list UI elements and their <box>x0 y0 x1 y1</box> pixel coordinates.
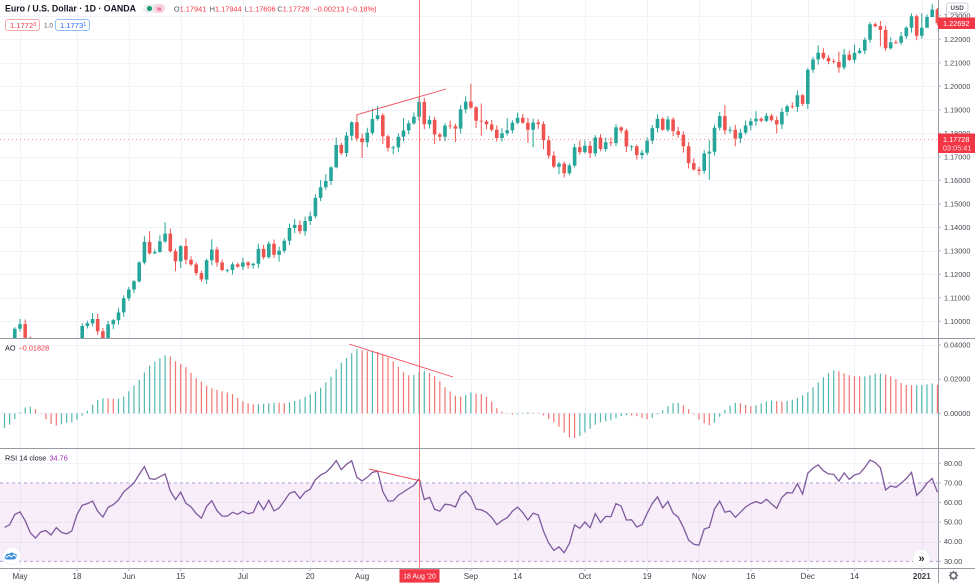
svg-text:H1.17944: H1.17944 <box>210 5 242 14</box>
svg-text:1.22692: 1.22692 <box>943 19 969 28</box>
svg-text:1.23000: 1.23000 <box>944 11 970 20</box>
svg-text:1.14000: 1.14000 <box>944 223 970 232</box>
svg-text:1.20000: 1.20000 <box>944 82 970 91</box>
svg-text:70.00: 70.00 <box>944 478 962 487</box>
svg-text:0.02000: 0.02000 <box>944 375 970 384</box>
svg-text:1.11000: 1.11000 <box>944 293 970 302</box>
svg-text:18 Aug '20: 18 Aug '20 <box>403 574 436 581</box>
svg-text:USD: USD <box>951 5 965 12</box>
svg-text:RSI 14 close: RSI 14 close <box>5 454 46 463</box>
svg-text:1.22000: 1.22000 <box>944 35 970 44</box>
svg-text:L1.17606: L1.17606 <box>245 5 276 14</box>
svg-text:−0.01828: −0.01828 <box>19 344 50 353</box>
svg-text:1.19000: 1.19000 <box>944 105 970 114</box>
svg-text:1.17000: 1.17000 <box>944 152 970 161</box>
svg-text:Aug: Aug <box>355 572 369 581</box>
svg-text:16: 16 <box>746 572 755 581</box>
svg-text:»: » <box>918 553 924 565</box>
svg-text:1.10000: 1.10000 <box>944 317 970 326</box>
svg-text:15: 15 <box>176 572 185 581</box>
svg-text:1.16000: 1.16000 <box>944 176 970 185</box>
svg-text:Sep: Sep <box>464 572 479 581</box>
svg-text:1.17723: 1.17723 <box>10 21 36 30</box>
svg-text:1.21000: 1.21000 <box>944 58 970 67</box>
svg-text:Dec: Dec <box>801 572 815 581</box>
svg-text:≈: ≈ <box>157 4 161 13</box>
svg-text:34.76: 34.76 <box>50 454 68 463</box>
svg-text:80.00: 80.00 <box>944 459 962 468</box>
svg-text:19: 19 <box>643 572 652 581</box>
svg-text:1.15000: 1.15000 <box>944 199 970 208</box>
svg-text:1.18000: 1.18000 <box>944 129 970 138</box>
svg-text:0.00000: 0.00000 <box>944 409 970 418</box>
svg-text:C1.17728: C1.17728 <box>277 5 309 14</box>
svg-text:14: 14 <box>850 572 859 581</box>
svg-text:Euro / U.S. Dollar · 1D · OAND: Euro / U.S. Dollar · 1D · OANDA <box>5 4 137 14</box>
svg-text:40.00: 40.00 <box>944 537 962 546</box>
svg-text:−0.00213 (−0.18%): −0.00213 (−0.18%) <box>313 5 376 14</box>
svg-text:May: May <box>12 572 27 581</box>
svg-text:1.17728: 1.17728 <box>943 135 969 144</box>
svg-text:03:05:41: 03:05:41 <box>943 144 971 153</box>
svg-text:30.00: 30.00 <box>944 557 962 566</box>
svg-text:O1.17941: O1.17941 <box>174 5 206 14</box>
svg-text:Jun: Jun <box>122 572 135 581</box>
svg-text:1.0: 1.0 <box>44 23 53 30</box>
svg-text:Oct: Oct <box>579 572 592 581</box>
svg-text:50.00: 50.00 <box>944 518 962 527</box>
svg-text:20: 20 <box>306 572 315 581</box>
svg-text:1.17731: 1.17731 <box>60 21 86 30</box>
svg-text:Nov: Nov <box>692 572 706 581</box>
svg-text:0.04000: 0.04000 <box>944 341 970 350</box>
svg-text:1.13000: 1.13000 <box>944 246 970 255</box>
svg-text:2021: 2021 <box>913 572 931 581</box>
svg-text:Jul: Jul <box>238 572 248 581</box>
svg-text:AO: AO <box>5 344 16 353</box>
svg-text:1.12000: 1.12000 <box>944 270 970 279</box>
svg-text:60.00: 60.00 <box>944 498 962 507</box>
svg-text:14: 14 <box>513 572 522 581</box>
svg-text:18: 18 <box>73 572 82 581</box>
